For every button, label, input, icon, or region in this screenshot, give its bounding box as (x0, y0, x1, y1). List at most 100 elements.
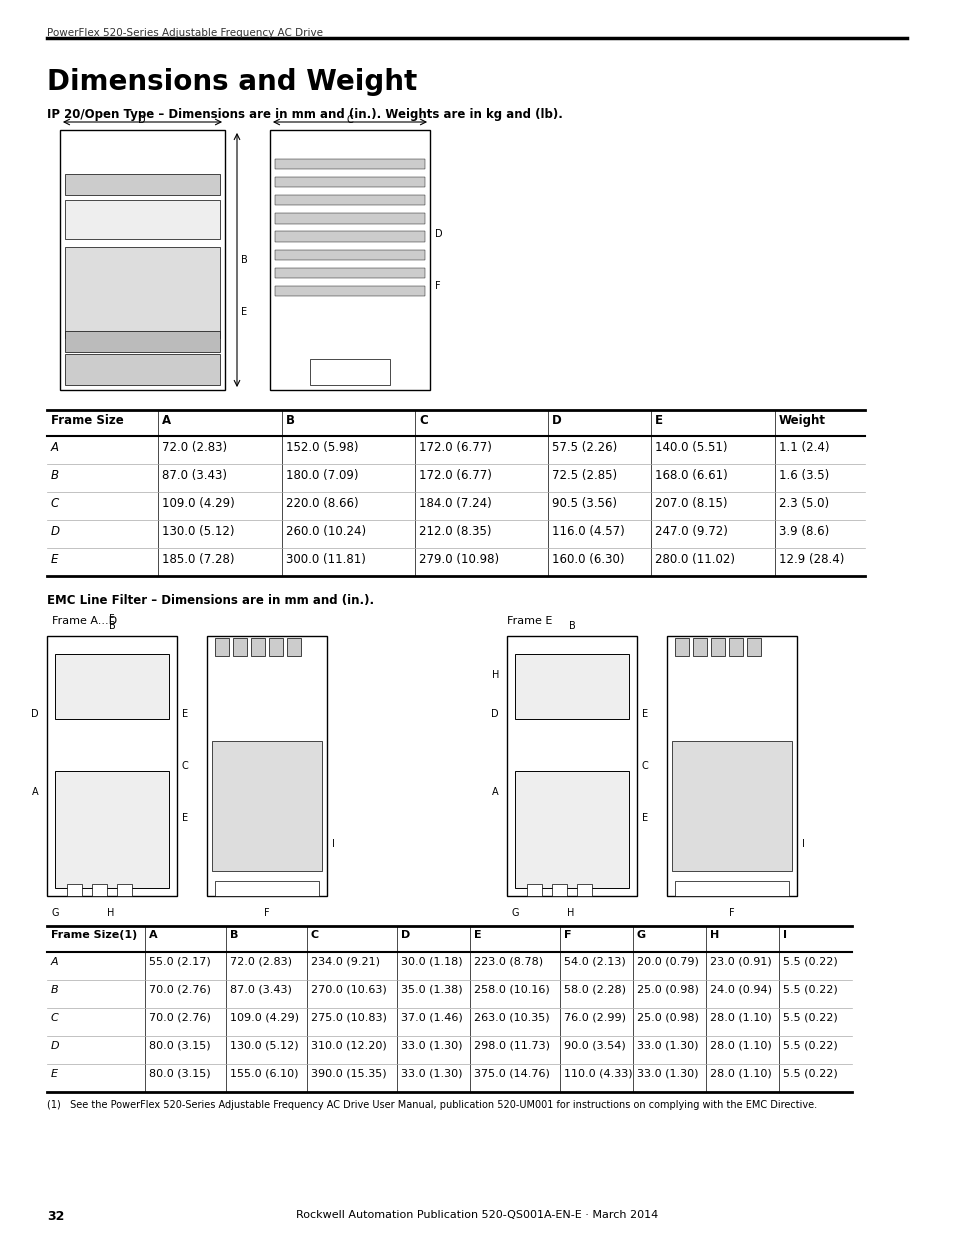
Text: IP 20/Open Type – Dimensions are in mm and (in.). Weights are in kg and (lb).: IP 20/Open Type – Dimensions are in mm a… (47, 107, 562, 121)
Bar (310, 359, 390, 385)
Text: F: F (109, 614, 114, 624)
Text: 5.5 (0.22): 5.5 (0.22) (782, 1041, 837, 1051)
Bar (274, 214, 424, 224)
Bar (515, 655, 628, 719)
Bar (55, 771, 169, 888)
Text: 270.0 (10.63): 270.0 (10.63) (311, 986, 386, 995)
Bar (47, 636, 177, 897)
Bar (212, 741, 322, 871)
Text: 168.0 (6.61): 168.0 (6.61) (655, 469, 727, 482)
Text: B: B (51, 986, 58, 995)
Text: EMC Line Filter – Dimensions are in mm and (in.).: EMC Line Filter – Dimensions are in mm a… (47, 594, 374, 606)
Text: I: I (332, 839, 335, 848)
Text: A: A (51, 957, 58, 967)
Text: Weight: Weight (779, 414, 825, 427)
Text: D: D (552, 414, 561, 427)
Bar (270, 130, 430, 390)
Bar (274, 177, 424, 188)
Text: G: G (512, 908, 519, 918)
Text: 184.0 (7.24): 184.0 (7.24) (418, 496, 491, 510)
Text: 57.5 (2.26): 57.5 (2.26) (552, 441, 617, 454)
Text: I: I (801, 839, 804, 848)
Text: 33.0 (1.30): 33.0 (1.30) (637, 1070, 698, 1079)
Text: A: A (162, 414, 171, 427)
Bar (274, 231, 424, 242)
Text: 32: 32 (47, 1210, 64, 1223)
Bar (675, 638, 688, 656)
Text: E: E (51, 1070, 58, 1079)
Text: 263.0 (10.35): 263.0 (10.35) (474, 1013, 549, 1023)
Text: Frame Size(1): Frame Size(1) (51, 930, 137, 940)
Bar (65, 331, 220, 352)
Text: C: C (182, 761, 189, 771)
Text: F: F (435, 282, 440, 291)
Text: Frame E: Frame E (506, 616, 552, 626)
Text: 140.0 (5.51): 140.0 (5.51) (655, 441, 727, 454)
Text: G: G (52, 908, 59, 918)
Text: 70.0 (2.76): 70.0 (2.76) (149, 986, 211, 995)
Text: 87.0 (3.43): 87.0 (3.43) (162, 469, 227, 482)
Bar (207, 636, 327, 897)
Bar (671, 741, 791, 871)
Text: D: D (51, 525, 60, 538)
Bar (287, 638, 301, 656)
Text: 2.3 (5.0): 2.3 (5.0) (779, 496, 828, 510)
Text: 28.0 (1.10): 28.0 (1.10) (709, 1013, 771, 1023)
Text: B: B (51, 469, 59, 482)
Bar (515, 771, 628, 888)
Text: B: B (568, 621, 575, 631)
Text: D: D (491, 709, 498, 719)
Text: B: B (109, 621, 115, 631)
Text: E: E (641, 813, 647, 823)
Text: 90.5 (3.56): 90.5 (3.56) (552, 496, 617, 510)
Text: 109.0 (4.29): 109.0 (4.29) (230, 1013, 298, 1023)
Bar (274, 249, 424, 261)
Text: 275.0 (10.83): 275.0 (10.83) (311, 1013, 387, 1023)
Text: 5.5 (0.22): 5.5 (0.22) (782, 1070, 837, 1079)
Text: F: F (728, 908, 734, 918)
Text: 33.0 (1.30): 33.0 (1.30) (637, 1041, 698, 1051)
Bar (233, 638, 247, 656)
Text: 109.0 (4.29): 109.0 (4.29) (162, 496, 234, 510)
Text: G: G (637, 930, 645, 940)
Text: D: D (138, 115, 146, 125)
Text: 390.0 (15.35): 390.0 (15.35) (311, 1070, 386, 1079)
Text: 33.0 (1.30): 33.0 (1.30) (400, 1041, 462, 1051)
Text: H: H (491, 671, 498, 680)
Bar (675, 881, 788, 897)
Text: 223.0 (8.78): 223.0 (8.78) (474, 957, 542, 967)
Text: (1)   See the PowerFlex 520-Series Adjustable Frequency AC Drive User Manual, pu: (1) See the PowerFlex 520-Series Adjusta… (47, 1100, 817, 1110)
Text: 212.0 (8.35): 212.0 (8.35) (418, 525, 491, 538)
Text: 279.0 (10.98): 279.0 (10.98) (418, 553, 498, 566)
Bar (274, 287, 424, 296)
Text: 130.0 (5.12): 130.0 (5.12) (230, 1041, 298, 1051)
Text: 25.0 (0.98): 25.0 (0.98) (637, 986, 699, 995)
Text: 35.0 (1.38): 35.0 (1.38) (400, 986, 462, 995)
Text: 220.0 (8.66): 220.0 (8.66) (286, 496, 358, 510)
Text: 155.0 (6.10): 155.0 (6.10) (230, 1070, 298, 1079)
Text: 80.0 (3.15): 80.0 (3.15) (149, 1070, 211, 1079)
Text: 172.0 (6.77): 172.0 (6.77) (418, 469, 492, 482)
Text: D: D (31, 709, 39, 719)
Text: 80.0 (3.15): 80.0 (3.15) (149, 1041, 211, 1051)
Text: C: C (51, 496, 59, 510)
Bar (55, 655, 169, 719)
Text: F: F (563, 930, 571, 940)
Text: 54.0 (2.13): 54.0 (2.13) (563, 957, 625, 967)
Text: Frame A...D: Frame A...D (52, 616, 117, 626)
Bar (746, 638, 760, 656)
Text: 258.0 (10.16): 258.0 (10.16) (474, 986, 549, 995)
Text: 72.0 (2.83): 72.0 (2.83) (230, 957, 292, 967)
Text: 247.0 (9.72): 247.0 (9.72) (655, 525, 727, 538)
Text: 72.0 (2.83): 72.0 (2.83) (162, 441, 227, 454)
Text: E: E (182, 813, 188, 823)
Text: PowerFlex 520-Series Adjustable Frequency AC Drive: PowerFlex 520-Series Adjustable Frequenc… (47, 28, 323, 38)
Text: C: C (418, 414, 427, 427)
Bar (214, 638, 229, 656)
Text: 172.0 (6.77): 172.0 (6.77) (418, 441, 492, 454)
Bar (251, 638, 265, 656)
Text: 30.0 (1.18): 30.0 (1.18) (400, 957, 462, 967)
Text: 72.5 (2.85): 72.5 (2.85) (552, 469, 617, 482)
Text: C: C (346, 115, 353, 125)
Text: 110.0 (4.33): 110.0 (4.33) (563, 1070, 632, 1079)
